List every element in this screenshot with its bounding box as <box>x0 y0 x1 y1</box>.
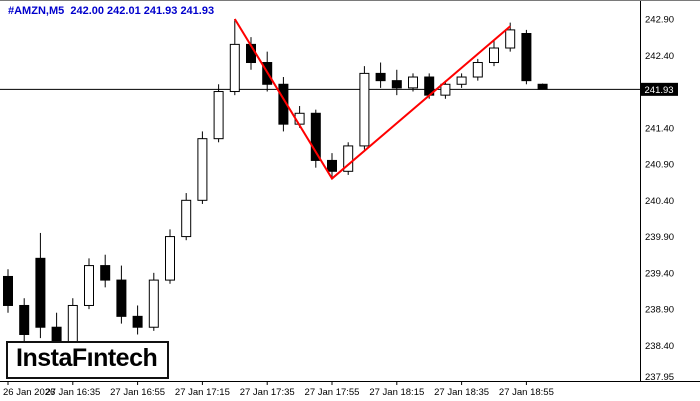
price-axis-label: 242.90 <box>645 15 674 26</box>
candle <box>181 193 192 241</box>
time-axis-label: 27 Jan 16:35 <box>45 387 100 398</box>
candle <box>84 258 94 310</box>
candle <box>35 232 46 339</box>
time-axis-label: 27 Jan 17:55 <box>305 387 360 398</box>
price-axis[interactable]: 242.90 242.40 241.40 240.90 240.40 239.90 239.… <box>645 15 674 384</box>
candle <box>472 58 483 81</box>
watermark-logo-text: InstaFıntech <box>16 344 158 372</box>
price-axis-label: 242.40 <box>645 51 674 62</box>
time-axis-label: 27 Jan 17:15 <box>175 387 230 398</box>
price-axis-label: 241.40 <box>645 123 674 134</box>
candle <box>278 77 289 132</box>
candle <box>132 305 143 335</box>
price-axis-label: 239.40 <box>645 268 674 279</box>
watermark-logo: InstaFıntech <box>6 341 170 379</box>
candle <box>359 66 370 150</box>
candle <box>408 73 418 92</box>
candle <box>213 84 224 143</box>
candle <box>116 265 127 324</box>
symbol-ohlc-title: #AMZN,M5 242.00 242.01 241.93 241.93 <box>8 5 215 17</box>
candle <box>165 229 175 284</box>
time-axis-label: 27 Jan 16:55 <box>110 387 165 398</box>
candle <box>391 69 402 96</box>
candle <box>100 254 111 288</box>
candle <box>375 62 386 88</box>
candle <box>440 80 451 99</box>
price-axis-label: 240.90 <box>645 160 674 171</box>
zigzag-indicator-line <box>233 18 511 181</box>
time-axis-label: 26 Jan 2026 <box>3 387 55 398</box>
candle <box>19 298 30 346</box>
candle <box>489 40 499 67</box>
price-axis-label: 238.90 <box>645 305 674 316</box>
price-axis-label: 237.95 <box>645 372 674 383</box>
candle <box>310 109 321 168</box>
candle <box>197 131 208 204</box>
time-axis-label: 27 Jan 18:55 <box>499 387 554 398</box>
price-axis-label: 239.90 <box>645 232 674 243</box>
candle <box>229 19 240 96</box>
time-axis-label: 27 Jan 18:15 <box>369 387 424 398</box>
candle <box>3 269 13 313</box>
current-price-tag-label: 241.93 <box>645 85 674 96</box>
time-axis-label: 27 Jan 18:35 <box>434 387 489 398</box>
price-axis-label: 240.40 <box>645 196 674 207</box>
candle <box>521 29 532 85</box>
price-axis-label: 238.40 <box>645 341 674 352</box>
candle <box>327 153 337 179</box>
time-axis-label: 27 Jan 17:35 <box>240 387 295 398</box>
current-price-tag: 241.93 <box>641 82 678 96</box>
candle <box>148 272 159 331</box>
candle <box>537 83 548 90</box>
candle <box>343 142 354 175</box>
candle <box>456 73 467 88</box>
candles-layer <box>3 19 548 353</box>
